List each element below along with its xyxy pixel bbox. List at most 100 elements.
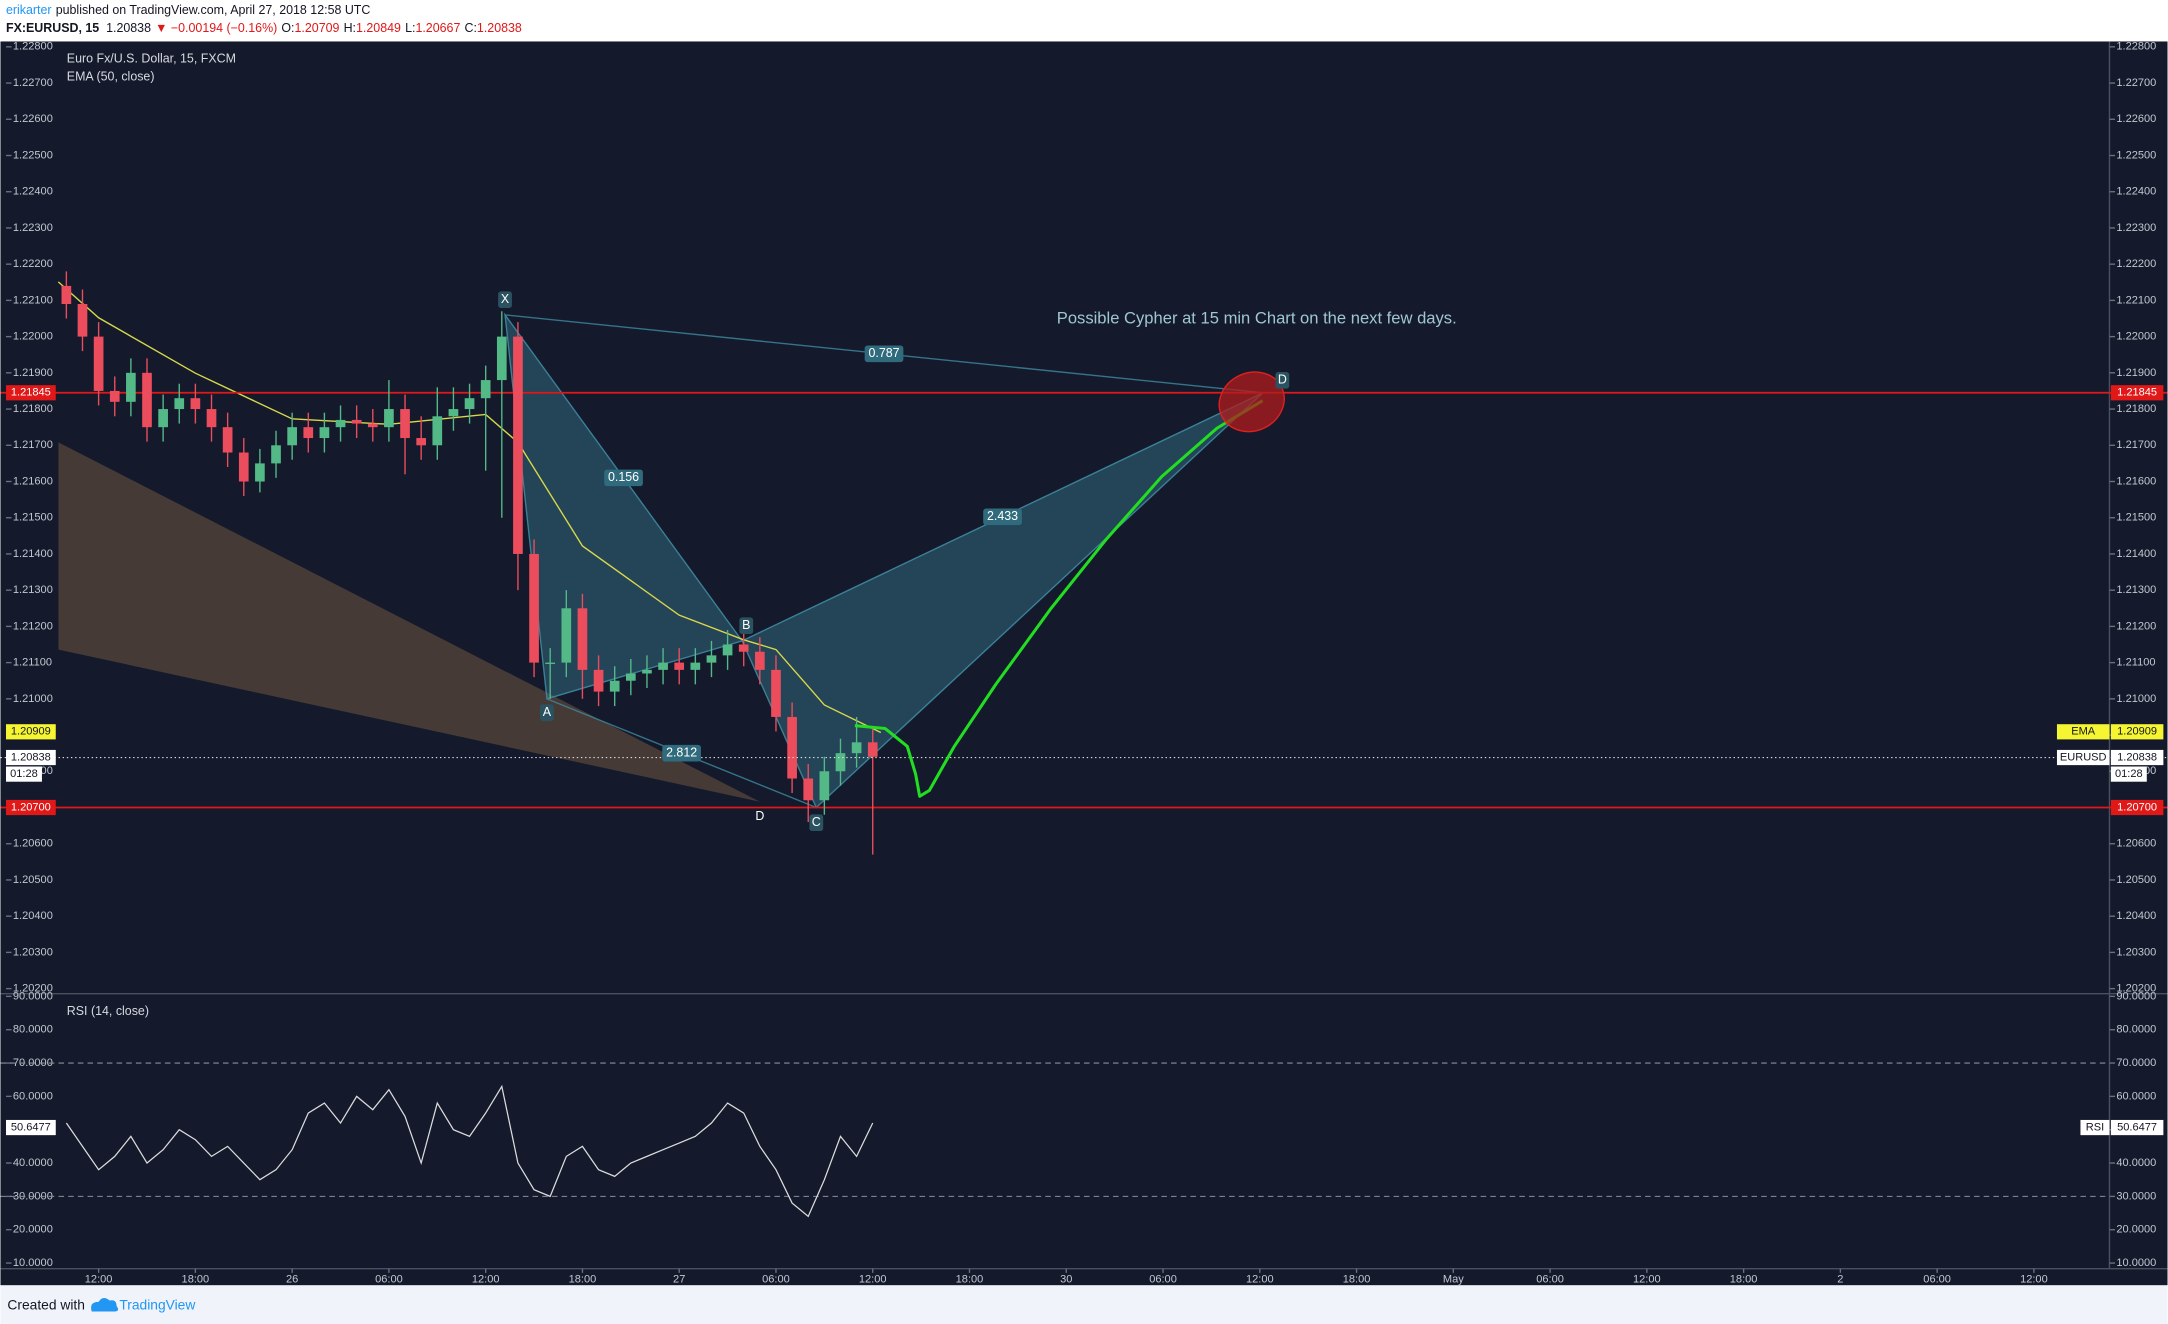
y-tick-label: 1.22300: [13, 222, 53, 234]
candle-body: [367, 423, 378, 428]
pattern-point-label: B: [742, 618, 750, 632]
ohlc-label: C:: [465, 21, 477, 35]
y-tick-label: 1.21200: [2116, 620, 2156, 632]
y-tick-label: 1.21800: [13, 403, 53, 415]
y-tick-label: 1.22600: [2116, 113, 2156, 125]
y-tick-label: 1.22200: [2116, 258, 2156, 270]
candle-body: [77, 304, 88, 337]
rsi-line: [65, 1084, 874, 1218]
candle-body: [335, 419, 346, 428]
candle-body: [529, 553, 539, 663]
y-tick-label: 1.21200: [13, 620, 53, 632]
candle-body: [464, 398, 475, 410]
price-tag-background: [2110, 799, 2164, 816]
footer-text: Created with: [7, 1297, 85, 1313]
pattern-point-label: A: [543, 705, 552, 719]
ohlc-value: 1.20667: [415, 21, 460, 35]
y-tick-label: 70.0000: [2116, 1057, 2156, 1069]
x-tick-label: 06:00: [762, 1274, 790, 1286]
candle-body: [771, 669, 781, 717]
countdown-background: [2110, 766, 2147, 782]
y-tick-label: 40.0000: [13, 1157, 53, 1169]
candle-body: [609, 680, 620, 692]
candle-body: [126, 372, 136, 402]
y-tick-label: 1.21800: [2116, 403, 2156, 415]
rsi-tag-background: [2110, 1119, 2164, 1136]
price-tag-background: [2110, 724, 2164, 740]
y-tick-label: 1.21600: [2116, 475, 2156, 487]
y-tick-label: 1.20400: [2116, 910, 2156, 922]
y-tick-label: 1.21300: [2116, 584, 2156, 596]
y-tick-label: 80.0000: [2116, 1024, 2156, 1036]
pattern-point-background: [809, 814, 824, 832]
symbol-line: FX:EURUSD, 15 1.20838 ▼ −0.00194 (−0.16%) O…: [6, 21, 522, 35]
ohlc-label: H:: [344, 21, 356, 35]
y-tick-label: 1.20300: [13, 946, 53, 958]
ratio-label: 2.433: [987, 509, 1018, 523]
y-tick-label: 1.21000: [2116, 693, 2156, 705]
y-tick-label: 1.22600: [13, 113, 53, 125]
author[interactable]: erikarter: [6, 3, 52, 17]
pattern-point-label: D: [755, 809, 764, 823]
y-tick-label: 1.21100: [13, 657, 52, 669]
countdown: 01:28: [2115, 768, 2143, 780]
y-tick-label: 1.21700: [2116, 439, 2156, 451]
candle-body: [109, 390, 120, 402]
ohlc-label: L:: [405, 21, 415, 35]
x-tick-label: 18:00: [1343, 1274, 1371, 1286]
y-tick-label: 60.0000: [13, 1090, 53, 1102]
x-tick-label: May: [1443, 1274, 1464, 1286]
x-tick-label: 18:00: [956, 1274, 984, 1286]
y-tick-label: 1.22100: [2116, 294, 2156, 306]
ohlc-value: 1.20838: [477, 21, 522, 35]
chart-title: Euro Fx/U.S. Dollar, 15, FXCM: [67, 52, 236, 66]
candle-body: [722, 644, 733, 656]
candle-body: [206, 409, 217, 428]
candle-body: [142, 372, 152, 428]
y-tick-label: 40.0000: [2116, 1157, 2156, 1169]
candle-body: [351, 419, 362, 424]
candle-body: [819, 771, 830, 801]
pattern-point-background: [739, 617, 754, 634]
change: ▼ −0.00194 (−0.16%): [155, 21, 277, 35]
price-tag-background: [2110, 749, 2164, 766]
x-tick-label: 06:00: [1536, 1274, 1564, 1286]
candle-body: [738, 644, 749, 652]
brand-link[interactable]: TradingView: [119, 1297, 196, 1313]
candle-body: [432, 416, 443, 446]
ratio-background: [662, 744, 701, 762]
brand-logo[interactable]: [91, 1298, 119, 1312]
candle-body: [690, 662, 701, 670]
candle-body: [255, 463, 265, 482]
candle-body: [706, 655, 717, 663]
candle-body: [448, 409, 459, 417]
candle-body: [803, 778, 814, 801]
ema-legend: EMA (50, close): [67, 70, 155, 84]
candle-body: [787, 716, 797, 779]
y-tick-label: 1.21400: [2116, 548, 2156, 560]
candle-body: [561, 608, 572, 663]
x-tick-label: 06:00: [1923, 1274, 1951, 1286]
secondary-pattern: [58, 442, 760, 802]
y-tick-label: 1.21400: [13, 548, 53, 560]
candle-body: [287, 427, 297, 446]
price-tag-background: [6, 799, 56, 816]
y-tick-label: 20.0000: [13, 1224, 53, 1236]
publish-line: erikarter published on TradingView.com, A…: [6, 3, 370, 17]
price-tag: 1.21845: [11, 387, 51, 399]
candle-body: [93, 336, 104, 391]
y-tick-label: 1.22700: [2116, 77, 2156, 89]
y-tick-label: 1.21300: [13, 584, 53, 596]
y-tick-label: 1.22500: [13, 149, 53, 161]
y-tick-label: 1.20600: [2116, 838, 2156, 850]
pattern-point-label: C: [812, 815, 821, 829]
countdown: 01:28: [10, 768, 38, 780]
candle-body: [480, 380, 491, 399]
y-tick-label: 1.20500: [13, 874, 53, 886]
y-tick-label: 1.21700: [13, 439, 53, 451]
y-tick-label: 1.21000: [13, 693, 53, 705]
price-tag-background: [6, 385, 56, 401]
x-tick-label: 12:00: [1633, 1274, 1661, 1286]
price-tag: 1.20909: [2117, 726, 2157, 738]
annotation: Possible Cypher at 15 min Chart on the n…: [1057, 309, 1457, 328]
